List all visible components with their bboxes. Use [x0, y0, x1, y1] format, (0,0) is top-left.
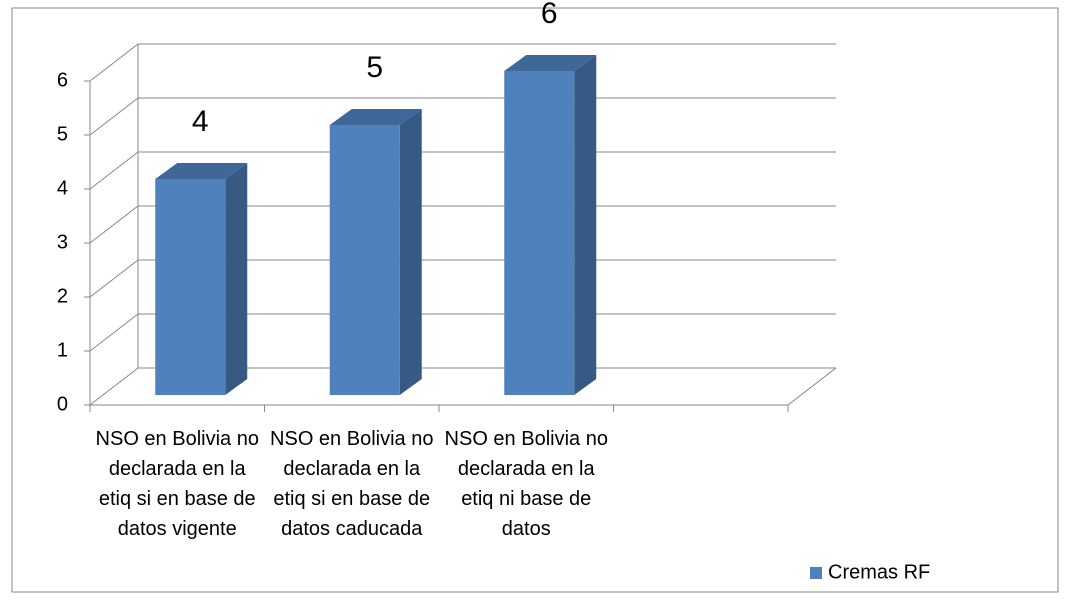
- x-tick-label: NSO en Bolivia no declarada en la etiq s…: [95, 428, 259, 540]
- bar-side: [574, 55, 597, 395]
- y-tick-label: 5: [57, 123, 68, 145]
- data-label: 5: [366, 51, 383, 84]
- x-tick-label: NSO en Bolivia no declarada en la etiq s…: [270, 428, 434, 540]
- bar-side: [399, 109, 422, 395]
- bar: [504, 71, 575, 395]
- y-tick-label: 1: [57, 339, 68, 361]
- data-label: 6: [541, 0, 558, 30]
- bar-top: [329, 109, 422, 125]
- bar-side: [225, 163, 248, 395]
- y-tick-label: 2: [57, 285, 68, 307]
- bar-top: [504, 55, 597, 71]
- bar: [329, 125, 400, 395]
- y-tick-label: 0: [57, 393, 68, 415]
- legend-swatch: [810, 567, 822, 579]
- bar-top: [155, 163, 248, 179]
- y-tick-label: 4: [57, 177, 68, 199]
- data-label: 4: [192, 105, 209, 138]
- bar: [155, 179, 226, 395]
- legend-label: Cremas RF: [828, 561, 930, 583]
- y-tick-label: 6: [57, 69, 68, 91]
- x-tick-label: NSO en Bolivia no declarada en la etiq n…: [444, 428, 608, 540]
- y-tick-label: 3: [57, 231, 68, 253]
